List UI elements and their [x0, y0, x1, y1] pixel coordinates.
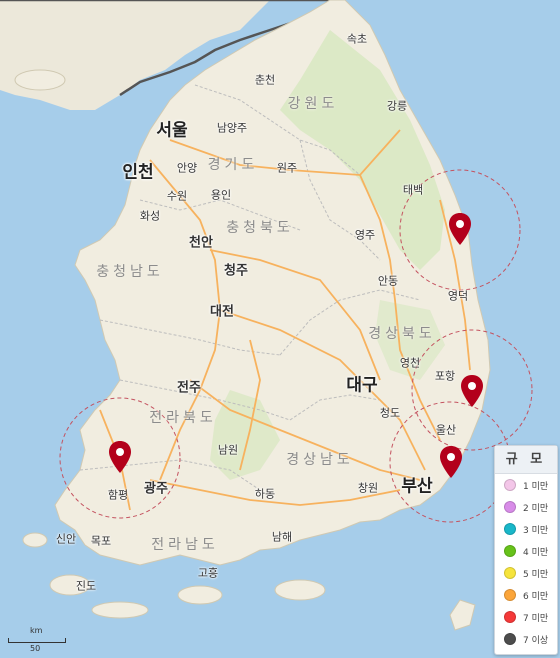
- city-label: 춘천: [254, 73, 276, 87]
- city-label: 신안: [55, 532, 77, 546]
- city-label: 태백: [402, 183, 424, 197]
- epicenter-marker[interactable]: [440, 446, 462, 478]
- epicenter-marker[interactable]: [461, 375, 483, 407]
- province-label: 경상남도: [286, 452, 354, 468]
- mountain-forest-area: [375, 300, 445, 380]
- city-label: 영덕: [447, 289, 469, 303]
- city-label: 원주: [276, 161, 298, 175]
- city-label: 속초: [346, 32, 368, 46]
- city-label: 대구: [346, 375, 378, 396]
- city-label: 안동: [377, 274, 399, 288]
- city-label: 청도: [379, 406, 401, 420]
- city-label: 강릉: [386, 99, 408, 113]
- legend-item-label: 7 미만: [523, 613, 549, 624]
- city-label: 청주: [224, 263, 248, 279]
- mountain-forest-area: [280, 30, 445, 270]
- legend-swatch: [504, 633, 516, 645]
- north-korea-landmass: [0, 0, 270, 110]
- city-label: 부산: [401, 476, 433, 497]
- legend-swatch: [504, 611, 516, 623]
- city-label: 진도: [75, 579, 97, 593]
- epicenter-marker[interactable]: [109, 441, 131, 473]
- epicenter-marker[interactable]: [449, 213, 471, 245]
- province-label: 충청북도: [226, 220, 294, 236]
- legend-title: 규 모: [495, 446, 557, 474]
- island: [274, 579, 326, 601]
- city-label: 고흥: [197, 566, 219, 580]
- legend-swatch: [504, 523, 516, 535]
- city-label: 화성: [139, 209, 161, 223]
- legend-item: 1 미만: [495, 474, 557, 496]
- city-label: 용인: [210, 188, 232, 202]
- legend-item-label: 5 미만: [523, 569, 549, 580]
- province-label: 전라북도: [149, 410, 217, 426]
- province-label: 경상북도: [368, 326, 436, 342]
- legend-item: 3 미만: [495, 518, 557, 540]
- radius-ring: [399, 169, 521, 291]
- legend-item: 7 이상: [495, 628, 557, 650]
- city-label: 남해: [271, 530, 293, 544]
- city-label: 인천: [122, 162, 154, 183]
- magnitude-legend: 규 모 1 미만 2 미만 3 미만 4 미만 5 미만 6 미만 7 미만 7…: [494, 445, 558, 655]
- legend-item-label: 6 미만: [523, 591, 549, 602]
- city-label: 울산: [435, 423, 457, 437]
- city-label: 광주: [144, 481, 168, 497]
- dmz-border-line: [0, 0, 337, 97]
- city-label: 남원: [217, 443, 239, 457]
- city-label: 안양: [176, 161, 198, 175]
- legend-item-label: 7 이상: [523, 635, 549, 646]
- city-label: 대전: [210, 304, 234, 320]
- island: [22, 532, 48, 548]
- legend-swatch: [504, 545, 516, 557]
- legend-swatch: [504, 501, 516, 513]
- city-label: 남양주: [216, 121, 248, 135]
- city-label: 수원: [166, 189, 188, 203]
- city-label: 영천: [399, 356, 421, 370]
- radius-ring: [411, 329, 533, 451]
- province-label: 전라남도: [151, 537, 219, 553]
- island: [14, 69, 66, 91]
- province-label: 강원도: [287, 96, 339, 112]
- mountain-forest-area: [210, 390, 280, 480]
- legend-item-label: 1 미만: [523, 481, 549, 492]
- city-label: 창원: [357, 481, 379, 495]
- scale-bar: km 50: [8, 626, 68, 654]
- legend-item-label: 2 미만: [523, 503, 549, 514]
- legend-item-label: 3 미만: [523, 525, 549, 536]
- legend-item-label: 4 미만: [523, 547, 549, 558]
- island: [177, 585, 223, 605]
- city-label: 전주: [177, 380, 201, 396]
- province-label: 충청남도: [96, 264, 164, 280]
- legend-item: 4 미만: [495, 540, 557, 562]
- legend-item: 2 미만: [495, 496, 557, 518]
- legend-swatch: [504, 567, 516, 579]
- city-label: 서울: [156, 120, 188, 141]
- scale-value-label: 50: [30, 644, 41, 653]
- city-label: 천안: [189, 235, 213, 251]
- city-label: 목포: [90, 534, 112, 548]
- highway-network: [99, 129, 471, 511]
- legend-item: 5 미만: [495, 562, 557, 584]
- island: [91, 601, 149, 619]
- legend-swatch: [504, 589, 516, 601]
- scale-unit-label: km: [30, 626, 43, 635]
- radius-ring: [59, 397, 181, 519]
- scale-line: [8, 638, 66, 643]
- city-label: 함평: [107, 488, 129, 502]
- city-label: 포항: [434, 369, 456, 383]
- province-label: 경기도: [207, 157, 259, 173]
- city-label: 영주: [354, 228, 376, 242]
- city-label: 하동: [254, 487, 276, 501]
- legend-item: 7 미만: [495, 606, 557, 628]
- legend-swatch: [504, 479, 516, 491]
- legend-item: 6 미만: [495, 584, 557, 606]
- island: [449, 599, 476, 631]
- island: [49, 574, 91, 596]
